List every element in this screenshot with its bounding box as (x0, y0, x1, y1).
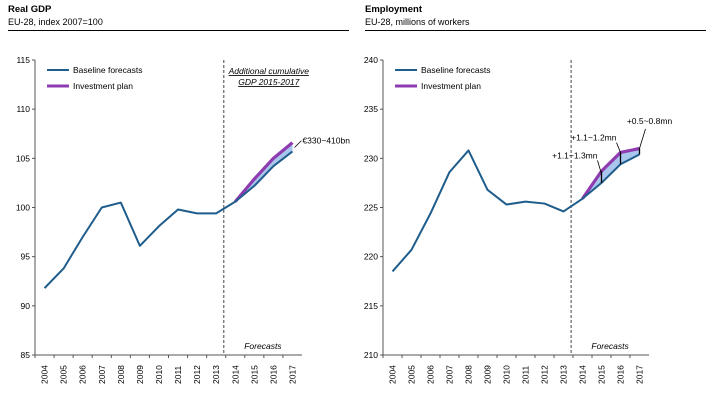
gdp-x-tick-label: 2015 (249, 365, 259, 384)
employment-chart-subtitle: EU-28, millions of workers (365, 17, 470, 27)
emp-annotation-2017: +0.5~0.8mn (627, 116, 673, 126)
emp-x-tick-label: 2013 (559, 365, 569, 384)
emp-x-tick-label: 2011 (521, 365, 531, 384)
gdp-x-tick-label: 2005 (59, 365, 69, 384)
gdp-x-tick-label: 2013 (211, 365, 221, 384)
gdp-x-tick-label: 2007 (97, 365, 107, 384)
emp-annotation-2015: +1.1~1.3mn (552, 150, 598, 160)
gdp-y-tick-label: 110 (16, 104, 30, 114)
gdp-legend-baseline-label: Baseline forecasts (73, 65, 142, 75)
emp-y-tick-label: 230 (364, 153, 378, 163)
gdp-additional-gdp-title-line1: Additional cumulative (228, 66, 310, 76)
emp-baseline-line (391, 149, 640, 273)
gdp-x-tick-label: 2009 (135, 365, 145, 384)
gdp-x-tick-label: 2016 (268, 365, 278, 384)
emp-annotation-2016: +1.1~1.2mn (571, 133, 617, 143)
emp-x-tick-label: 2004 (388, 365, 398, 384)
emp-x-tick-label: 2015 (597, 365, 607, 384)
gdp-investment-plan-line (234, 141, 294, 203)
emp-investment-plan-line (581, 146, 640, 200)
gdp-annotation-leader (294, 140, 302, 148)
gdp-x-tick-label: 2011 (173, 365, 183, 384)
emp-annotation-2016-leader (616, 142, 621, 153)
gdp-y-tick-label: 90 (21, 301, 31, 311)
gdp-x-tick-label: 2017 (287, 365, 297, 384)
employment-title-divider (365, 30, 706, 31)
gdp-x-tick-label: 2012 (192, 365, 202, 384)
emp-y-tick-label: 240 (364, 55, 378, 65)
gdp-annotation-label: €330~410bn (302, 136, 350, 146)
gdp-x-tick-label: 2014 (230, 365, 240, 384)
emp-y-tick-label: 235 (364, 104, 378, 114)
emp-y-tick-label: 220 (364, 252, 378, 262)
employment-chart-panel: Employment EU-28, millions of workers 21… (357, 0, 714, 400)
emp-annotation-2017-leader (639, 128, 646, 149)
gdp-y-tick-label: 85 (21, 350, 31, 360)
gdp-title-divider (8, 30, 349, 31)
gdp-x-tick-label: 2008 (116, 365, 126, 384)
gdp-forecast-label: Forecasts (244, 341, 282, 351)
emp-forecast-label: Forecasts (591, 341, 629, 351)
gdp-chart-svg: 85 90 95 100 105 110 115 2004 2005 2006 2007 2008 20… (16, 55, 350, 384)
emp-legend-investment-label: Investment plan (421, 81, 481, 91)
emp-y-tick-label: 225 (364, 203, 378, 213)
emp-x-tick-label: 2017 (635, 365, 645, 384)
gdp-x-tick-label: 2006 (78, 365, 88, 384)
gdp-x-tick-label: 2004 (40, 365, 50, 384)
gdp-baseline-line (43, 150, 294, 289)
emp-x-tick-label: 2009 (483, 365, 493, 384)
emp-annotation-2015-leader (597, 160, 602, 175)
emp-x-tick-label: 2010 (502, 365, 512, 384)
employment-chart-title: Employment (365, 4, 423, 15)
gdp-y-tick-label: 95 (21, 252, 31, 262)
emp-x-tick-label: 2014 (578, 365, 588, 384)
emp-x-tick-label: 2007 (445, 365, 455, 384)
emp-y-tick-label: 210 (364, 350, 378, 360)
gdp-y-tick-label: 105 (16, 153, 30, 163)
emp-x-tick-label: 2008 (464, 365, 474, 384)
gdp-chart-panel: Real GDP EU-28, index 2007=100 85 90 95 100… (8, 4, 350, 384)
gdp-y-tick-label: 100 (16, 203, 30, 213)
employment-chart-svg: 210 215 220 225 230 235 240 2004 2005 2006 2007 200… (364, 55, 673, 384)
emp-y-tick-label: 215 (364, 301, 378, 311)
gdp-x-tick-label: 2010 (154, 365, 164, 384)
gdp-additional-gdp-title-line2: GDP 2015-2017 (238, 77, 299, 87)
emp-legend-baseline-label: Baseline forecasts (421, 65, 490, 75)
gdp-y-tick-label: 115 (16, 55, 30, 65)
emp-x-tick-label: 2006 (426, 365, 436, 384)
gdp-chart-title: Real GDP (8, 4, 52, 15)
gdp-chart-subtitle: EU-28, index 2007=100 (8, 17, 103, 27)
emp-x-tick-label: 2005 (407, 365, 417, 384)
emp-x-tick-label: 2016 (616, 365, 626, 384)
gdp-legend-investment-label: Investment plan (73, 81, 133, 91)
emp-x-tick-label: 2012 (540, 365, 550, 384)
